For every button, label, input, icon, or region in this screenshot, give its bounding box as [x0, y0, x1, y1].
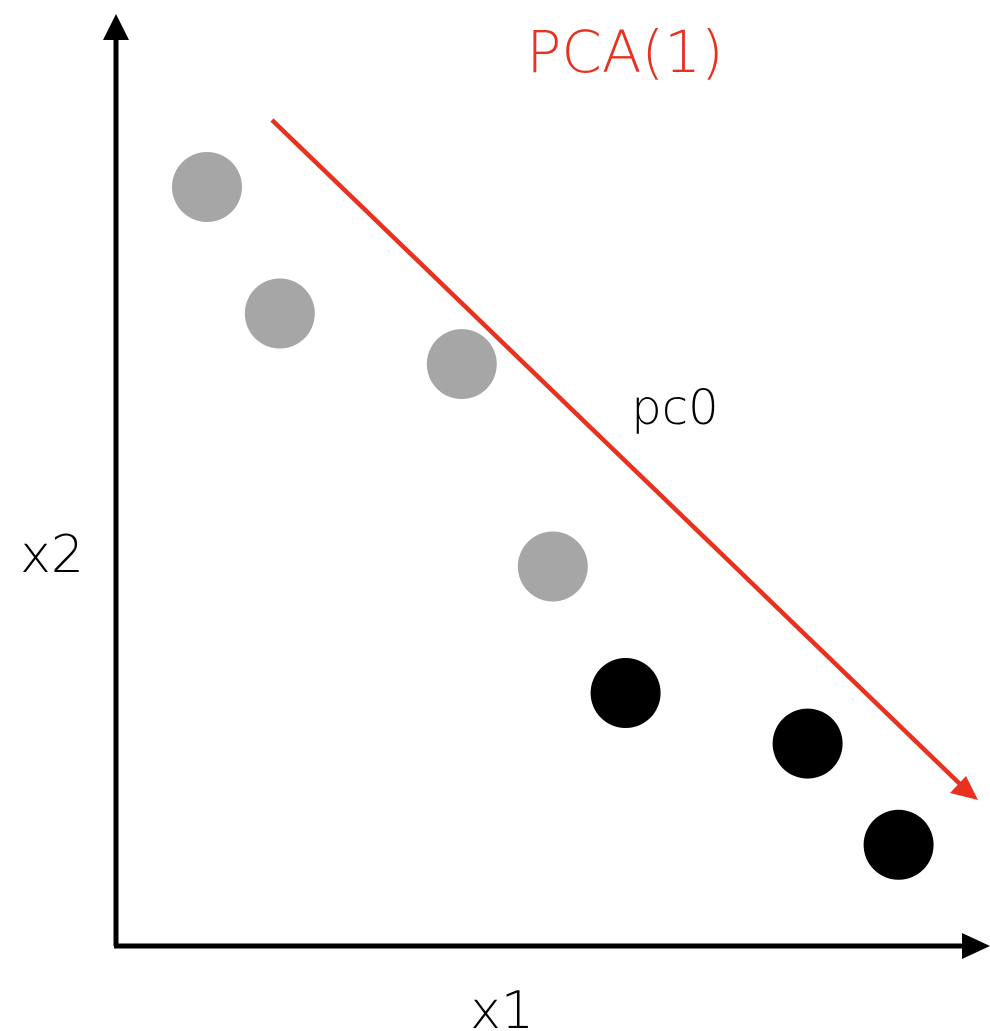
gray-point: [245, 279, 315, 349]
gray-point: [172, 152, 242, 222]
data-points: [172, 152, 934, 880]
pc0-label: pc0: [631, 380, 718, 436]
y-axis-arrowhead: [103, 14, 129, 40]
black-point: [591, 658, 661, 728]
x-axis-arrowhead: [962, 933, 990, 959]
black-point: [773, 709, 843, 779]
y-axis-label: x2: [20, 525, 84, 585]
gray-point: [427, 329, 497, 399]
x-axis-label: x1: [470, 981, 534, 1031]
black-point: [864, 810, 934, 880]
gray-point: [518, 532, 588, 602]
diagram-title: PCA(1): [526, 18, 723, 86]
